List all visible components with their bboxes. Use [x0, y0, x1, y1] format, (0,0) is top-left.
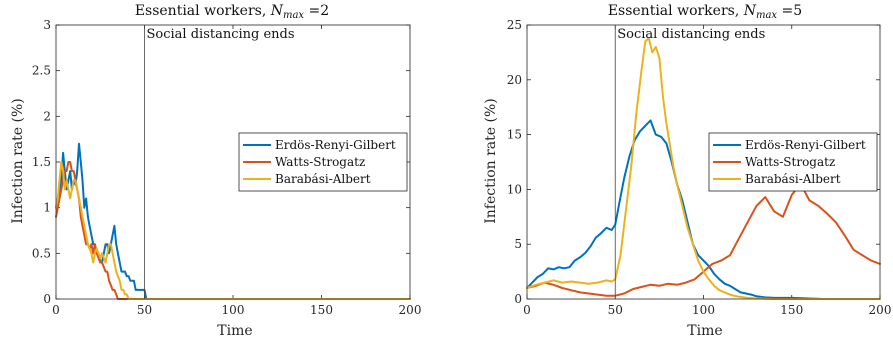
series-line	[55, 161, 411, 300]
axes-box	[526, 24, 881, 300]
x-tick-label: 150	[310, 303, 333, 317]
y-tick-label: 15	[507, 128, 522, 142]
y-tick-label: 0.5	[32, 246, 51, 260]
title-value: =2	[304, 3, 329, 19]
x-axis-label: Time	[217, 323, 252, 339]
x-tick-label: 150	[780, 303, 803, 317]
x-tick-label: 50	[137, 303, 152, 317]
y-tick-label: 2	[43, 109, 51, 123]
ticks-layer: 0 50 100 150 200 0 0.5 1 1.5 2 2.5 3	[32, 18, 422, 317]
y-tick-label: 1.5	[32, 155, 51, 169]
series-line	[526, 182, 881, 297]
plot-layer	[55, 142, 411, 300]
chart-left: Essential workers, Nmax =2 Infection rat…	[10, 3, 421, 339]
x-axis-label: Time	[687, 323, 722, 339]
y-tick-label: 3	[43, 18, 51, 32]
y-axis-label: Infection rate (%)	[10, 98, 26, 223]
y-axis-label: Infection rate (%)	[483, 98, 499, 223]
legend-entry: Erdös-Renyi-Gilbert	[745, 138, 866, 152]
ticks-layer: 0 50 100 150 200 0 5 10 15 20 25	[507, 18, 892, 317]
annotation-text: Social distancing ends	[617, 27, 765, 42]
series-line	[526, 119, 825, 300]
legend-entry: Watts-Strogatz	[745, 155, 835, 169]
x-tick-label: 0	[52, 303, 60, 317]
legend-entry: Barabási-Albert	[745, 172, 841, 186]
x-tick-label: 100	[222, 303, 245, 317]
x-tick-label: 200	[869, 303, 892, 317]
y-tick-label: 0	[43, 292, 51, 306]
y-tick-label: 2.5	[32, 64, 51, 78]
y-tick-label: 5	[514, 237, 522, 251]
legend-entry: Barabási-Albert	[275, 172, 371, 186]
legend: Erdös-Renyi-Gilbert Watts-Strogatz Barabás…	[238, 132, 408, 192]
title-sub: max	[756, 10, 777, 21]
legend-entry: Watts-Strogatz	[275, 155, 365, 169]
x-tick-label: 200	[399, 303, 422, 317]
y-tick-label: 1	[43, 201, 51, 215]
y-tick-label: 0	[514, 292, 522, 306]
legend-entry: Erdös-Renyi-Gilbert	[275, 138, 396, 152]
series-line	[526, 37, 881, 300]
chart-title: Essential workers, Nmax =2	[135, 3, 329, 21]
chart-right: Essential workers, Nmax =5 Infection rat…	[483, 3, 891, 339]
title-main: Essential workers,	[608, 3, 744, 19]
legend: Erdös-Renyi-Gilbert Watts-Strogatz Barabás…	[708, 132, 878, 192]
chart-title: Essential workers, Nmax =5	[608, 3, 802, 21]
x-tick-label: 100	[692, 303, 715, 317]
annotation-text: Social distancing ends	[147, 27, 295, 42]
y-tick-label: 25	[507, 18, 522, 32]
title-var: N	[743, 3, 757, 19]
y-tick-label: 10	[507, 182, 522, 196]
title-var: N	[270, 3, 284, 19]
y-tick-label: 20	[507, 73, 522, 87]
x-tick-label: 50	[608, 303, 623, 317]
axes-box	[55, 24, 411, 300]
title-main: Essential workers,	[135, 3, 271, 19]
title-value: =5	[777, 3, 802, 19]
plot-layer	[526, 37, 881, 300]
title-sub: max	[283, 10, 304, 21]
x-tick-label: 0	[523, 303, 531, 317]
